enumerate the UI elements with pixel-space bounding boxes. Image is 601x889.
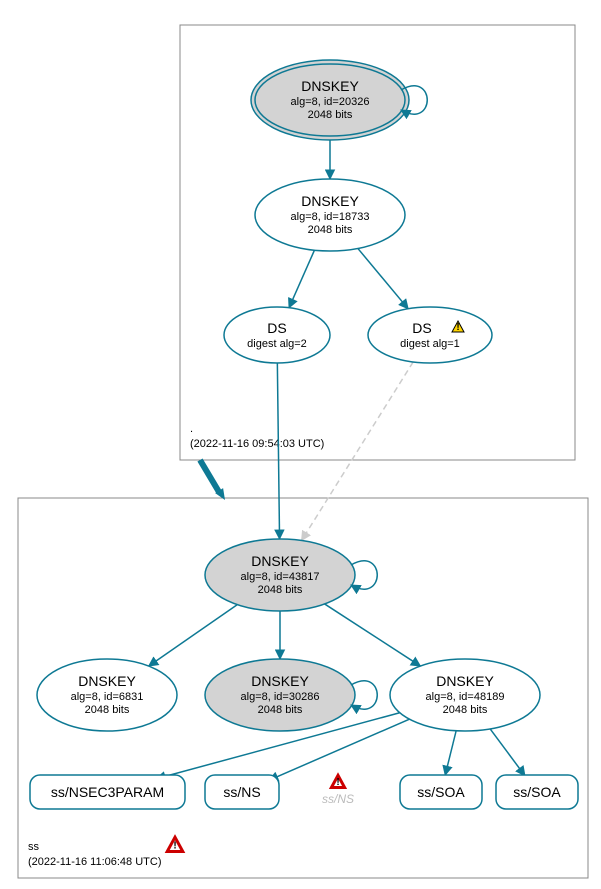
node-ss_key3: DNSKEY alg=8, id=481892048 bits	[390, 659, 540, 731]
node-sub1: digest alg=1	[400, 338, 460, 350]
zone-label-ss: ss	[28, 841, 40, 853]
zone-link-arrow	[200, 460, 225, 500]
rrset-soa2: ss/SOA	[496, 775, 578, 809]
node-ss_key2: DNSKEY alg=8, id=302862048 bits	[205, 659, 377, 731]
node-sub2: 2048 bits	[258, 584, 303, 596]
edge-root_zsk-ds1	[358, 248, 408, 308]
rrset-soa1: ss/SOA	[400, 775, 482, 809]
node-ds1: DS digest alg=1!	[368, 307, 492, 363]
node-sub2: 2048 bits	[258, 704, 303, 716]
node-sub1: alg=8, id=20326	[291, 96, 370, 108]
rrset-ns: ss/NS	[205, 775, 279, 809]
ghost-ns-label: ss/NS	[322, 792, 354, 806]
node-title: DS	[267, 320, 286, 336]
rrset-label: ss/NS	[223, 784, 260, 800]
warning-icon: !	[167, 837, 183, 851]
node-title: DNSKEY	[436, 673, 494, 689]
svg-text:!: !	[173, 841, 176, 852]
node-sub1: alg=8, id=30286	[241, 691, 320, 703]
zone-timestamp-ss: (2022-11-16 11:06:48 UTC)	[28, 856, 162, 868]
node-sub2: 2048 bits	[308, 109, 353, 121]
node-title: DNSKEY	[78, 673, 136, 689]
zone-label-root: .	[190, 423, 193, 435]
node-sub2: 2048 bits	[308, 224, 353, 236]
node-sub2: 2048 bits	[443, 704, 488, 716]
node-root_zsk: DNSKEY alg=8, id=187332048 bits	[255, 179, 405, 251]
node-ss_ksk: DNSKEY alg=8, id=438172048 bits	[205, 539, 377, 611]
svg-text:!: !	[456, 322, 459, 333]
rrset-label: ss/SOA	[417, 784, 465, 800]
node-title: DNSKEY	[301, 193, 359, 209]
node-root_ksk: DNSKEY alg=8, id=203262048 bits	[251, 60, 427, 140]
svg-text:!: !	[336, 777, 339, 788]
node-ds2: DS digest alg=2	[224, 307, 330, 363]
edge-root_zsk-ds2	[289, 250, 314, 308]
edge-ds1-ss_ksk	[302, 362, 414, 541]
edge-ss_key3-soa1	[445, 731, 456, 775]
node-title: DS	[412, 320, 431, 336]
edge-ss_ksk-ss_key1	[149, 605, 238, 666]
warning-icon: !	[331, 775, 344, 788]
rrset-label: ss/NSEC3PARAM	[51, 784, 164, 800]
node-title: DNSKEY	[251, 673, 309, 689]
rrset-label: ss/SOA	[513, 784, 561, 800]
node-sub1: alg=8, id=18733	[291, 211, 370, 223]
node-title: DNSKEY	[301, 78, 359, 94]
zone-timestamp-root: (2022-11-16 09:54:03 UTC)	[190, 438, 324, 450]
rrset-nsec3: ss/NSEC3PARAM	[30, 775, 185, 809]
node-ss_key1: DNSKEY alg=8, id=68312048 bits	[37, 659, 177, 731]
node-title: DNSKEY	[251, 553, 309, 569]
edge-ss_key3-soa2	[490, 729, 525, 776]
node-sub2: 2048 bits	[85, 704, 130, 716]
node-sub1: alg=8, id=43817	[241, 571, 320, 583]
edge-ss_ksk-ss_key3	[325, 604, 421, 666]
node-sub1: alg=8, id=6831	[71, 691, 144, 703]
node-sub1: digest alg=2	[247, 338, 307, 350]
edge-ds2-ss_ksk	[277, 363, 279, 539]
node-sub1: alg=8, id=48189	[426, 691, 505, 703]
